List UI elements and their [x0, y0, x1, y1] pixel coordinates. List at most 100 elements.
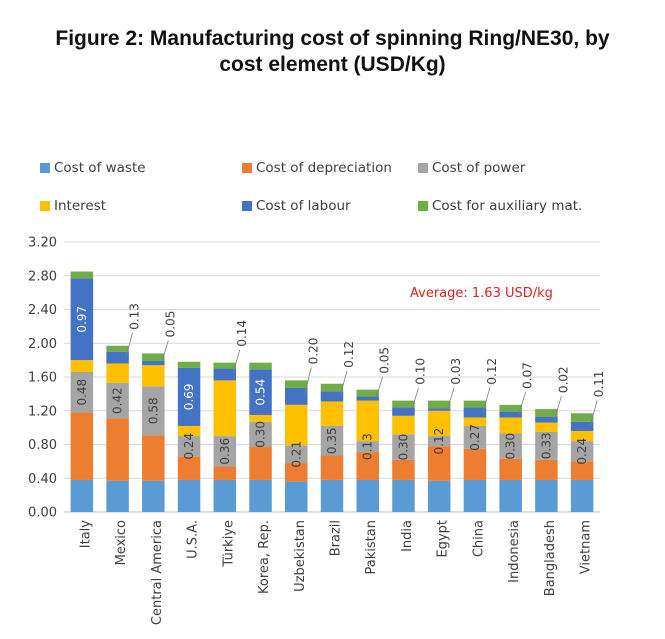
bar-segment-cost-of-power — [70, 371, 94, 413]
bar-segment-interest — [427, 410, 451, 437]
bar-segment-cost-of-depreciation — [249, 447, 272, 480]
data-label-power: 0.33 — [539, 432, 553, 459]
bar-segment-cost-of-power — [392, 434, 415, 460]
bar-segment-cost-for-auxiliary-mat — [463, 400, 487, 408]
y-tick-label: 2.40 — [28, 303, 57, 318]
bar-segment-cost-for-auxiliary-mat — [320, 383, 344, 392]
data-label-labour: 0.14 — [235, 320, 249, 347]
bars — [70, 271, 594, 512]
bar-segment-cost-of-depreciation — [392, 459, 415, 480]
x-tick-label: Indonesia — [507, 520, 522, 583]
bar-segment-cost-of-power — [570, 441, 594, 462]
bar-segment-cost-of-labour — [177, 367, 201, 426]
bar-segment-cost-of-labour — [463, 407, 487, 418]
bar-segment-cost-of-power — [356, 441, 379, 453]
bar-segment-cost-of-waste — [142, 480, 165, 512]
bar-segment-cost-of-depreciation — [142, 435, 165, 481]
bar-segment-cost-of-waste — [570, 479, 594, 512]
leader-line — [160, 340, 169, 364]
bar-segment-cost-of-depreciation — [356, 452, 379, 480]
legend-label-cost-of-power: Cost of power — [432, 160, 526, 176]
x-tick-label: Egypt — [436, 520, 451, 558]
leader-line — [339, 370, 348, 397]
chart-title: Figure 2: Manufacturing cost of spinning… — [0, 26, 665, 78]
bar-segment-cost-for-auxiliary-mat — [499, 404, 522, 412]
data-label-labour: 0.02 — [556, 366, 570, 393]
leader-line — [482, 387, 491, 413]
legend-swatch-cost-for-auxiliary-mat — [418, 201, 428, 211]
legend-label-cost-of-labour: Cost of labour — [256, 198, 351, 214]
bar-segment-cost-of-depreciation — [535, 459, 558, 480]
bar-segment-interest — [213, 380, 237, 437]
bar-segment-cost-of-power — [463, 425, 487, 449]
data-label-labour: 0.69 — [182, 383, 196, 410]
bar-segment-cost-for-auxiliary-mat — [356, 389, 379, 397]
bar-segment-cost-of-labour — [106, 351, 129, 364]
bar-segment-cost-of-labour — [70, 278, 94, 361]
bar-segment-cost-of-labour — [320, 391, 344, 402]
bar-segment-cost-for-auxiliary-mat — [177, 361, 201, 368]
legend-label-interest: Interest — [54, 198, 106, 214]
bar-segment-interest — [356, 400, 379, 442]
bar-segment-interest — [463, 417, 487, 426]
legend-swatch-cost-of-waste — [40, 163, 50, 173]
x-tick-label: Uzbekistan — [293, 520, 308, 592]
bar-segment-cost-of-labour — [427, 408, 451, 411]
data-label-labour: 0.05 — [163, 311, 177, 338]
bar-segment-cost-of-labour — [213, 368, 237, 381]
data-label-labour: 0.05 — [378, 347, 392, 374]
data-label-labour: 0.10 — [413, 358, 427, 385]
data-label-power: 0.35 — [325, 427, 339, 454]
bar-segment-interest — [106, 363, 129, 383]
legend-swatch-interest — [40, 201, 50, 211]
data-labels: 0.48 0.97 0.42 0.13 0.58 0.05 0.24 0.69 0.36 0.14… — [75, 303, 606, 468]
bar-segment-interest — [392, 415, 415, 435]
bar-segment-cost-for-auxiliary-mat — [427, 400, 451, 409]
data-label-labour: 0.03 — [449, 358, 463, 385]
x-tick-label: Vietnam — [579, 520, 594, 574]
y-tick-label: 0.40 — [28, 472, 57, 487]
bar-segment-interest — [142, 365, 165, 387]
legend-label-cost-of-waste: Cost of waste — [54, 160, 146, 176]
bar-segment-cost-of-waste — [356, 479, 379, 512]
leader-line — [411, 387, 419, 412]
bar-segment-cost-of-labour — [142, 360, 165, 366]
x-tick-label: U.S.A. — [186, 520, 201, 559]
bar-segment-interest — [70, 360, 94, 372]
data-label-labour: 0.07 — [521, 362, 535, 389]
bar-segment-cost-of-waste — [106, 480, 129, 512]
leader-line — [554, 395, 562, 420]
bar-segment-cost-for-auxiliary-mat — [70, 271, 94, 279]
data-label-power: 0.30 — [504, 433, 518, 460]
leader-line — [518, 391, 527, 415]
data-label-labour: 0.12 — [485, 358, 499, 385]
bar-segment-cost-of-power — [142, 386, 165, 436]
bar-segment-cost-of-power — [213, 436, 237, 467]
bar-segment-cost-of-depreciation — [70, 412, 94, 480]
leader-line — [589, 400, 598, 427]
bar-segment-cost-of-waste — [392, 479, 415, 512]
bar-segment-cost-of-depreciation — [213, 466, 237, 480]
bar-segment-cost-for-auxiliary-mat — [249, 362, 272, 370]
data-label-power: 0.12 — [432, 428, 446, 455]
bar-segment-cost-of-waste — [320, 479, 344, 512]
y-tick-label: 1.20 — [28, 404, 57, 419]
bar-segment-cost-for-auxiliary-mat — [570, 413, 594, 422]
y-tick-label: 1.60 — [28, 371, 57, 386]
bar-segment-cost-of-waste — [535, 479, 558, 512]
y-axis: 0.00 0.40 0.80 1.20 1.60 2.00 2.40 2.80 3.20 — [28, 236, 57, 521]
bar-segment-interest — [570, 431, 594, 442]
bar-segment-cost-of-power — [106, 382, 129, 419]
bar-segment-cost-of-labour — [392, 407, 415, 416]
bar-segment-cost-of-labour — [499, 411, 522, 418]
data-label-labour: 0.54 — [254, 379, 268, 406]
x-tick-label: Bangladesh — [543, 520, 558, 596]
y-tick-label: 3.20 — [28, 236, 57, 251]
leader-line — [375, 376, 384, 399]
bar-segment-interest — [249, 414, 272, 422]
bar-segment-cost-of-depreciation — [285, 463, 308, 482]
legend-label-cost-of-depreciation: Cost of depreciation — [256, 160, 392, 176]
bar-segment-cost-of-power — [285, 445, 308, 464]
bar-segment-cost-of-power — [427, 436, 451, 447]
data-label-power: 0.21 — [289, 441, 303, 468]
